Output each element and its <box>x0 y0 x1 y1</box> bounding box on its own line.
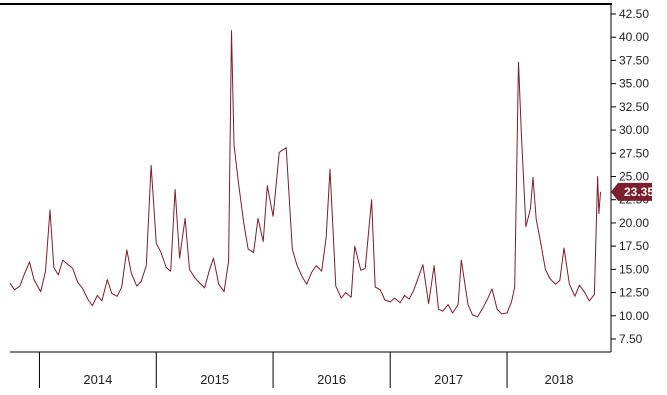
y-tick-label: 17.50 <box>619 239 649 253</box>
y-tick-label: 32.50 <box>619 100 649 114</box>
series-line <box>9 30 601 318</box>
x-tick-label: 2018 <box>545 372 574 387</box>
y-tick-label: 42.50 <box>619 7 649 21</box>
x-tick-label: 2015 <box>200 372 229 387</box>
y-tick-label: 7.50 <box>619 332 643 346</box>
last-value-label: 23.35 <box>624 185 654 199</box>
x-ticks: 2014 2015 2016 2017 2018 <box>38 352 574 388</box>
y-tick-label: 35.00 <box>619 77 649 91</box>
y-tick-label: 20.00 <box>619 216 649 230</box>
y-tick-label: 27.50 <box>619 146 649 160</box>
y-tick-label: 12.50 <box>619 286 649 300</box>
y-ticks: 7.5010.0012.5015.0017.5020.0022.5025.002… <box>611 7 649 346</box>
last-value-badge: 23.35 <box>611 182 654 201</box>
x-tick-label: 2017 <box>434 372 463 387</box>
x-tick-label: 2016 <box>317 372 346 387</box>
y-tick-label: 30.00 <box>619 123 649 137</box>
x-tick-label: 2014 <box>83 372 112 387</box>
y-tick-label: 40.00 <box>619 30 649 44</box>
y-tick-label: 37.50 <box>619 53 649 67</box>
y-tick-label: 15.00 <box>619 262 649 276</box>
y-tick-label: 25.00 <box>619 170 649 184</box>
last-value-badge-shape <box>611 182 652 201</box>
y-tick-label: 10.00 <box>619 309 649 323</box>
